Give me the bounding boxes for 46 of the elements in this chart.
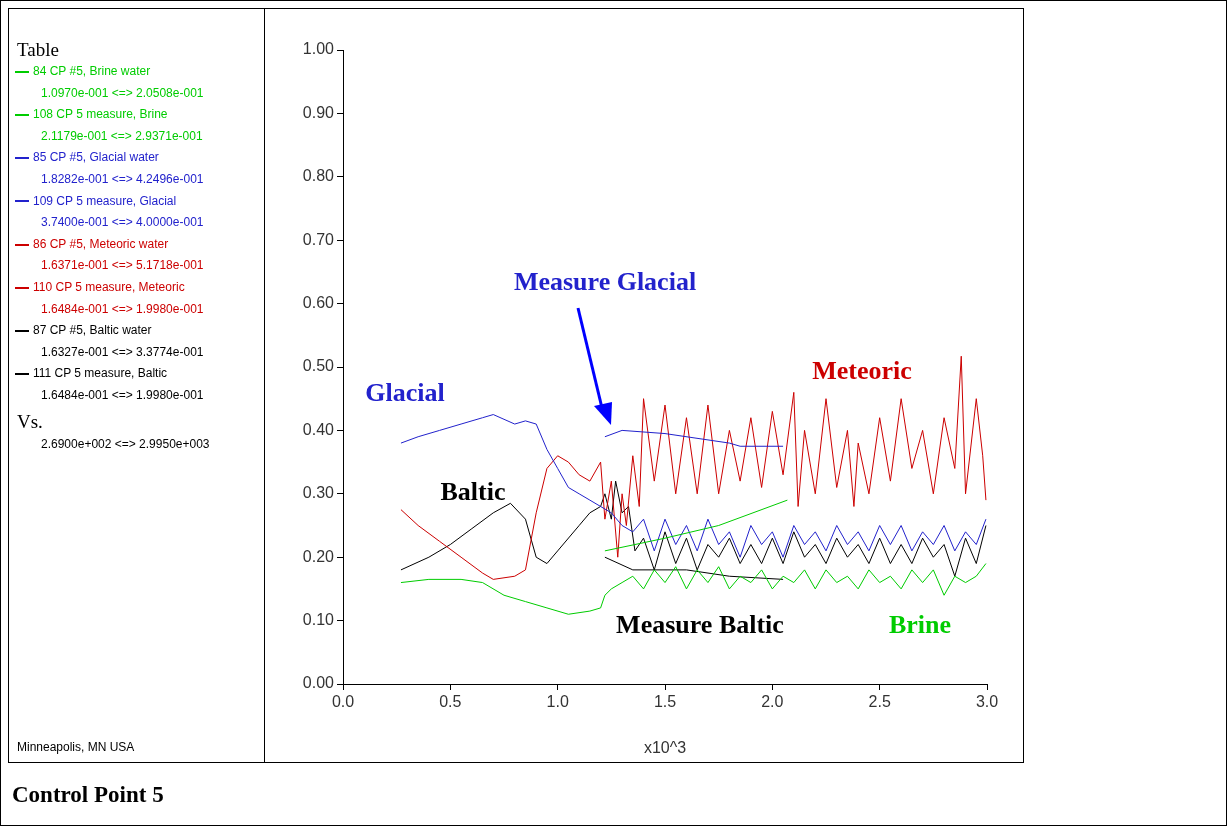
y-tick-label: 0.80 xyxy=(302,167,335,185)
x-axis-title: x10^3 xyxy=(643,738,687,756)
x-tick-label: 1.0 xyxy=(546,693,569,711)
y-tick-label: 1.00 xyxy=(302,40,335,58)
y-tick-label: 0.40 xyxy=(302,420,335,438)
legend-label: 109 CP 5 measure, Glacial xyxy=(33,193,177,208)
x-tick-label: 2.5 xyxy=(868,693,891,711)
legend-label: 111 CP 5 measure, Baltic xyxy=(33,366,168,381)
text: 1.8282e-001 <=> 4.2496e-001 xyxy=(41,170,205,188)
annotation: Glacial xyxy=(365,378,445,408)
y-tick-label: 0.00 xyxy=(302,674,335,692)
annotation: Baltic xyxy=(440,477,506,507)
text: 1.6484e-001 <=> 1.9980e-001 xyxy=(41,300,205,318)
y-tick-label: 0.30 xyxy=(302,484,335,502)
legend-label: 110 CP 5 measure, Meteoric xyxy=(33,279,185,294)
text: 1.6327e-001 <=> 3.3774e-001 xyxy=(41,343,205,361)
text: 1.6371e-001 <=> 5.1718e-001 xyxy=(41,257,205,275)
y-tick-label: 0.10 xyxy=(302,611,335,629)
x-tick-label: 3.0 xyxy=(975,693,999,711)
x-tick-label: 1.5 xyxy=(653,693,677,711)
text: 2.6900e+002 <=> 2.9950e+003 xyxy=(41,435,211,453)
y-tick-label: 0.60 xyxy=(302,294,335,312)
x-tick-label: 0.0 xyxy=(331,693,355,711)
legend-label: 84 CP #5, Brine water xyxy=(33,64,151,78)
text: 1.0970e-001 <=> 2.0508e-001 xyxy=(41,84,205,102)
text: Minneapolis, MN USA xyxy=(17,740,135,754)
annotation: Measure Baltic xyxy=(616,610,784,640)
y-tick-label: 0.70 xyxy=(302,230,335,248)
y-tick-label: 0.20 xyxy=(302,547,335,565)
text: Vs. xyxy=(17,410,44,433)
text: 1.6484e-001 <=> 1.9980e-001 xyxy=(41,386,205,404)
x-tick-label: 2.0 xyxy=(761,693,784,711)
legend-label: 87 CP #5, Baltic water xyxy=(33,323,152,338)
annotation: Meteoric xyxy=(812,356,912,386)
text: 3.7400e-001 <=> 4.0000e-001 xyxy=(41,214,205,232)
legend-label: 86 CP #5, Meteoric water xyxy=(33,236,169,251)
x-tick-label: 0.5 xyxy=(439,693,462,711)
y-tick-label: 0.90 xyxy=(302,103,335,121)
legend-label: 108 CP 5 measure, Brine xyxy=(33,107,168,122)
text: Control Point 5 xyxy=(12,782,164,808)
legend-title: Table xyxy=(17,39,60,61)
annotation: Measure Glacial xyxy=(513,267,697,297)
annotation: Brine xyxy=(888,610,952,640)
text: 2.1179e-001 <=> 2.9371e-001 xyxy=(41,127,204,145)
y-tick-label: 0.50 xyxy=(302,357,335,375)
legend-label: 85 CP #5, Glacial water xyxy=(33,150,159,165)
